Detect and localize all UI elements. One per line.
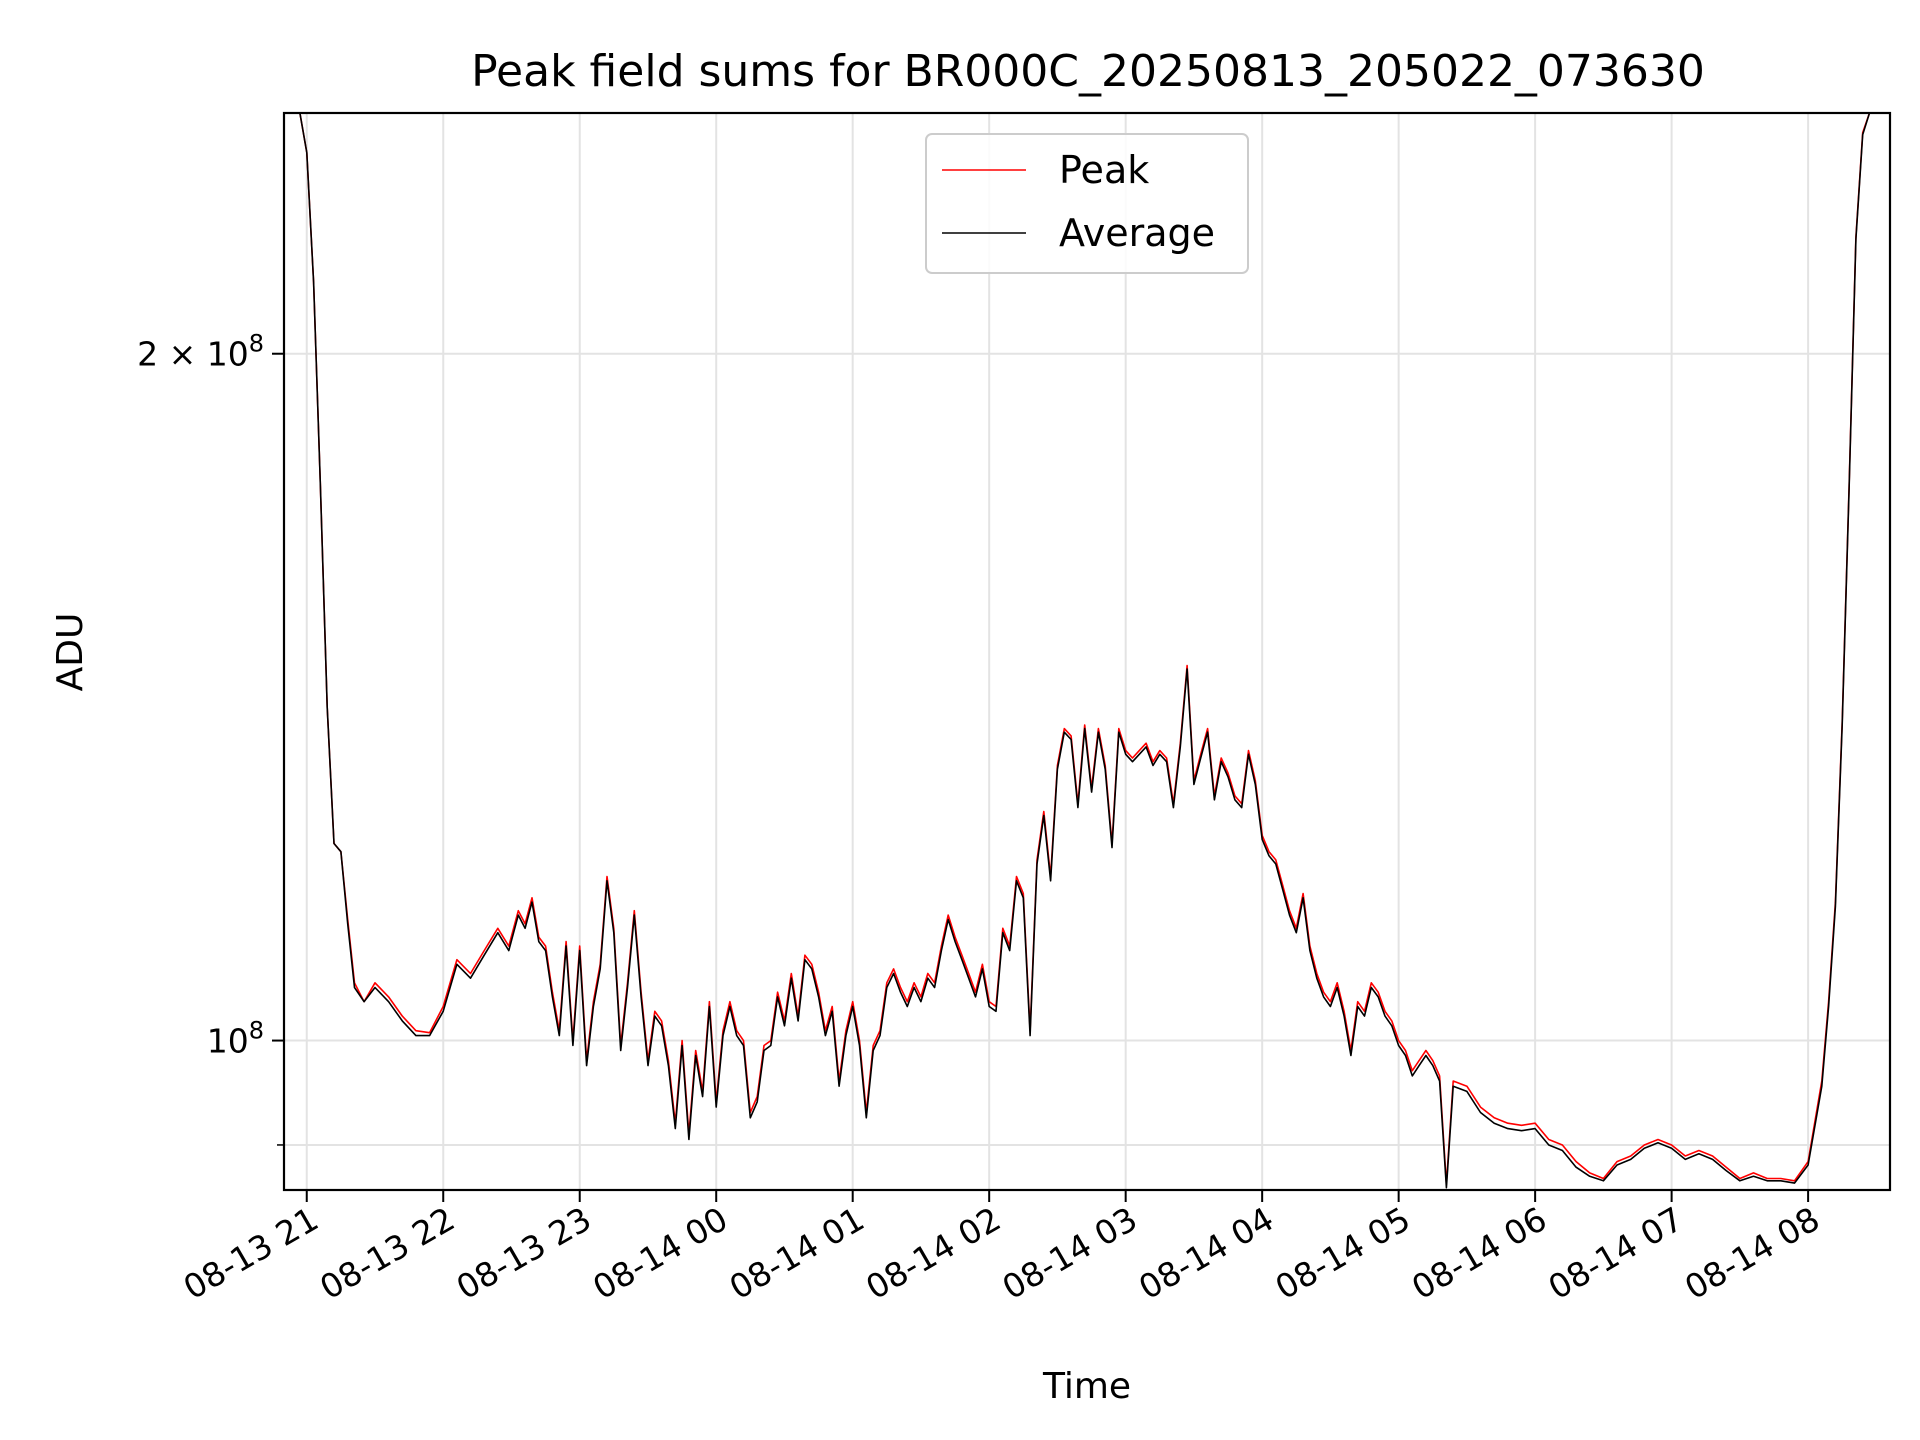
legend: Peak Average — [925, 133, 1249, 274]
y-tick-label: 2 × 108 — [137, 330, 264, 374]
series-layer — [286, 113, 1890, 1189]
y-axis: 108 2 × 108 — [137, 330, 284, 1146]
legend-label-average: Average — [1059, 211, 1215, 255]
y-tick-label: 108 — [207, 1017, 264, 1061]
x-axis-label: Time — [1042, 1366, 1131, 1407]
legend-box — [925, 133, 1249, 274]
grid — [284, 113, 1890, 1190]
chart-title: Peak field sums for BR000C_20250813_2050… — [471, 46, 1705, 97]
series-line-average — [286, 113, 1890, 1189]
y-axis-label: ADU — [50, 613, 91, 692]
plot-frame — [282, 111, 1892, 1192]
legend-label-peak: Peak — [1059, 148, 1149, 192]
